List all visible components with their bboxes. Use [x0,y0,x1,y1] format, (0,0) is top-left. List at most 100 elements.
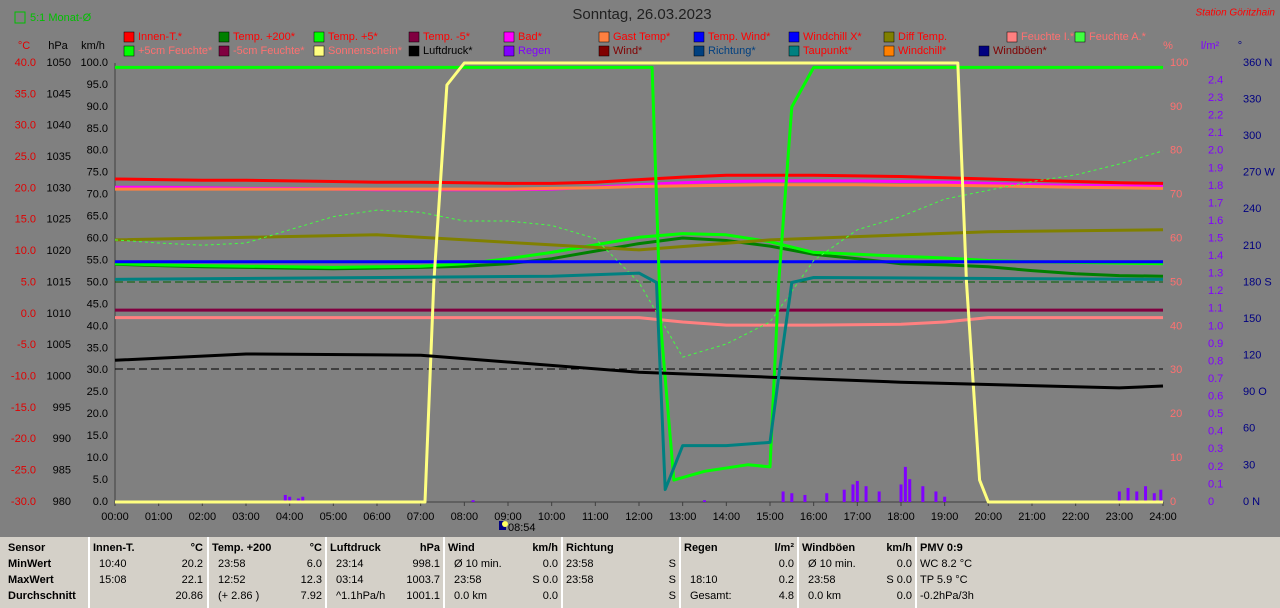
legend-swatch [978,45,990,57]
y-tick-label: 80 [1170,145,1182,157]
x-tick-label: 07:00 [407,511,435,523]
group-header: Luftdruck [330,542,381,554]
cell-right: 4.8 [778,590,794,602]
x-tick-label: 06:00 [363,511,391,523]
chart-title: Sonntag, 26.03.2023 [572,6,711,23]
axis-title: l/m² [1201,40,1220,52]
cell-left: 23:58 [808,574,836,586]
cell-right: 22.1 [181,574,203,586]
x-tick-label: 23:00 [1106,511,1134,523]
cell-left: 15:08 [99,574,127,586]
legend-label: -5cm Feuchte* [233,45,305,57]
y-tick-label: 100.0 [80,57,108,69]
group-unit: hPa [419,542,440,554]
group-header: Richtung [566,542,614,554]
group-header: PMV 0:9 [920,542,963,554]
y-tick-label: 0.0 [93,496,108,508]
rain-bar [943,496,947,502]
y-tick-label: 55.0 [87,254,108,266]
y-tick-label: 25.0 [87,386,108,398]
y-tick-label: 10.0 [87,452,108,464]
rain-bar [471,500,475,502]
y-tick-label: 1050 [47,57,71,69]
y-tick-label: 1015 [47,276,71,288]
station: Station Göritzhain [1196,8,1276,19]
y-tick-label: 2.4 [1208,74,1223,86]
rain-bar [1159,489,1163,502]
y-tick-label: 1.6 [1208,215,1223,227]
row-label: Sensor [8,542,46,554]
y-tick-label: 30 [1170,364,1182,376]
y-tick-label: 1045 [47,88,71,100]
legend-swatch [313,31,325,43]
y-tick-label: 80.0 [87,145,108,157]
rain-bar [855,480,859,502]
legend-label: Windböen* [993,45,1048,57]
cell-left: 23:58 [566,558,594,570]
y-tick-label: 60.0 [87,233,108,245]
cell-left: 12:52 [218,574,246,586]
cell-left: ^1.1hPa/h [336,590,386,602]
note-icon [14,11,26,24]
legend-swatch [788,45,800,57]
chart: 5:1 Monat-Ø Sonntag, 26.03.2023 Station … [10,5,1276,534]
y-tick-label: 0.7 [1208,373,1223,385]
y-tick-label: 0 [1208,496,1214,508]
y-tick-label: 15.0 [15,214,36,226]
legend-swatch [788,31,800,43]
y-tick-label: 1035 [47,151,71,163]
y-tick-label: 0.0 [21,308,36,320]
cell-left: Ø 10 min. [454,558,502,570]
legend-label: +5cm Feuchte* [138,45,213,57]
y-tick-label: 70 [1170,189,1182,201]
x-tick-label: 13:00 [669,511,697,523]
col-sep [325,537,327,608]
x-tick-label: 02:00 [189,511,217,523]
y-tick-label: 0.1 [1208,478,1223,490]
axis-title: % [1163,40,1173,52]
x-tick-label: 16:00 [800,511,828,523]
rain-bar [934,491,938,502]
series-line [114,352,1164,390]
cell-right: 998.1 [412,558,440,570]
y-tick-label: 1.1 [1208,303,1223,315]
y-tick-label: 330 [1243,93,1261,105]
rain-bar [1117,491,1121,502]
x-tick-label: 03:00 [232,511,260,523]
x-tick-label: 18:00 [887,511,915,523]
cell-right: 1001.1 [406,590,440,602]
y-tick-label: 15.0 [87,430,108,442]
y-tick-label: 0.3 [1208,443,1223,455]
legend-swatch [693,45,705,57]
group-header: Regen [684,542,718,554]
y-tick-label: 120 [1243,350,1261,362]
cell-right: S [668,574,676,586]
y-tick-label: 210 [1243,240,1261,252]
legend-label: Taupunkt* [803,45,853,57]
rain-bar [842,489,846,502]
y-tick-label: 40.0 [15,57,36,69]
y-tick-label: 65.0 [87,211,108,223]
cell-left: TP 5.9 °C [920,574,968,586]
x-tick-label: 04:00 [276,511,304,523]
y-tick-label: 1000 [47,370,71,382]
x-tick-label: 14:00 [713,511,741,523]
y-tick-label: 35.0 [15,88,36,100]
legend-label: Regen [518,45,550,57]
legend-label: Diff Temp. [898,31,947,43]
legend-swatch [218,31,230,43]
rain-bar [296,498,300,502]
legend-swatch [598,45,610,57]
cell-left: 18:10 [690,574,718,586]
y-tick-label: 2.0 [1208,145,1223,157]
cell-right: 20.2 [181,558,203,570]
legend-swatch [1006,31,1018,43]
col-sep [443,537,445,608]
y-tick-label: 70.0 [87,189,108,201]
y-tick-label: 0.2 [1208,461,1223,473]
cell-left: (+ 2.86 ) [218,590,260,602]
y-tick-label: 95.0 [87,79,108,91]
rain-bar [803,494,807,502]
y-tick-label: 360 N [1243,57,1272,69]
